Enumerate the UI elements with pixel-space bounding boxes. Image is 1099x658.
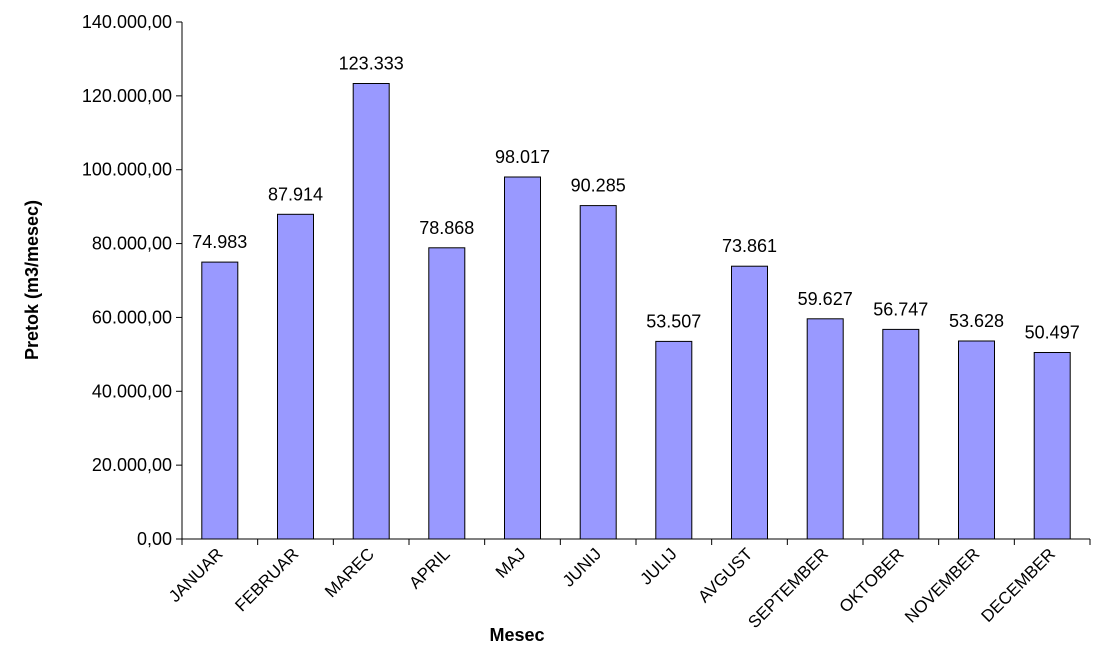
data-label-julij: 53.507: [646, 311, 701, 331]
y-tick-label: 80.000,00: [92, 234, 172, 254]
x-tick-label-november: NOVEMBER: [901, 544, 983, 626]
bar-april: [428, 247, 466, 540]
bar-marec: [352, 83, 390, 540]
data-label-november: 53.628: [949, 311, 1004, 331]
x-tick-label-maj: MAJ: [492, 544, 529, 581]
data-label-avgust: 73.861: [722, 236, 777, 256]
y-tick-label: 120.000,00: [82, 86, 172, 106]
y-tick-label: 100.000,00: [82, 160, 172, 180]
bars-group: [201, 83, 1071, 540]
x-tick-label-avgust: AVGUST: [694, 544, 756, 606]
y-tick-label: 60.000,00: [92, 307, 172, 327]
data-label-april: 78.868: [419, 218, 474, 238]
x-tick-label-februar: FEBRUAR: [231, 544, 302, 615]
bar-november: [958, 340, 995, 540]
axes-group: [176, 21, 1091, 545]
x-tick-label-januar: JANUAR: [165, 544, 227, 606]
x-tick-label-september: SEPTEMBER: [744, 544, 832, 632]
y-tick-label: 140.000,00: [82, 12, 172, 32]
bar-avgust: [731, 265, 768, 540]
x-tick-label-marec: MAREC: [321, 544, 378, 601]
data-label-marec: 123.333: [339, 54, 404, 74]
bar-julij: [655, 340, 693, 540]
bar-maj: [504, 176, 541, 540]
x-tick-label-julij: JULIJ: [636, 544, 680, 588]
x-tick-label-oktober: OKTOBER: [836, 544, 908, 616]
bar-oktober: [882, 328, 920, 540]
data-label-februar: 87.914: [268, 184, 323, 204]
data-label-december: 50.497: [1025, 323, 1080, 343]
data-label-maj: 98.017: [495, 147, 550, 167]
x-axis-title: Mesec: [489, 625, 544, 645]
bar-februar: [277, 213, 314, 540]
bar-junij: [579, 205, 617, 540]
x-tick-label-december: DECEMBER: [977, 544, 1059, 626]
bar-januar: [201, 261, 239, 540]
y-axis-title: Pretok (m3/mesec): [22, 200, 42, 360]
x-tick-label-junij: JUNIJ: [559, 544, 605, 590]
data-label-junij: 90.285: [571, 176, 626, 196]
y-tick-label: 0,00: [137, 529, 172, 549]
x-tick-label-april: APRIL: [405, 544, 453, 592]
bar-december: [1033, 352, 1071, 540]
y-tick-label: 40.000,00: [92, 381, 172, 401]
y-tick-label: 20.000,00: [92, 455, 172, 475]
data-label-september: 59.627: [798, 289, 853, 309]
data-label-oktober: 56.747: [873, 299, 928, 319]
data-label-januar: 74.983: [192, 232, 247, 252]
bar-september: [806, 318, 844, 540]
